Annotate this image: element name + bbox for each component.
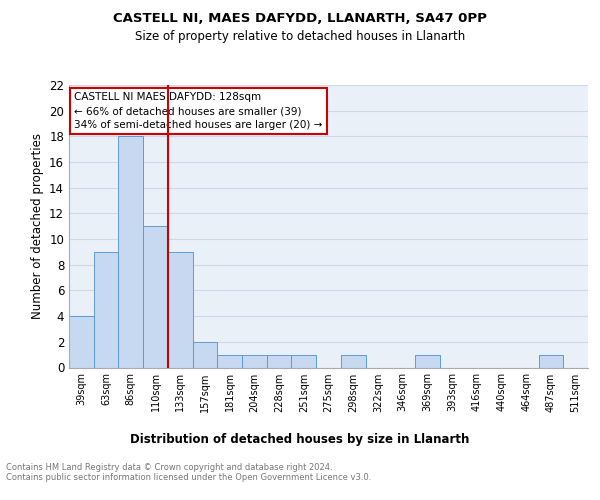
- Bar: [242, 354, 267, 368]
- Bar: [94, 252, 118, 368]
- Bar: [118, 136, 143, 368]
- Y-axis label: Number of detached properties: Number of detached properties: [31, 133, 44, 320]
- Bar: [69, 316, 94, 368]
- Bar: [143, 226, 168, 368]
- Bar: [415, 354, 440, 368]
- Bar: [341, 354, 365, 368]
- Bar: [292, 354, 316, 368]
- Text: CASTELL NI MAES DAFYDD: 128sqm
← 66% of detached houses are smaller (39)
34% of : CASTELL NI MAES DAFYDD: 128sqm ← 66% of …: [74, 92, 323, 130]
- Bar: [168, 252, 193, 368]
- Text: CASTELL NI, MAES DAFYDD, LLANARTH, SA47 0PP: CASTELL NI, MAES DAFYDD, LLANARTH, SA47 …: [113, 12, 487, 26]
- Bar: [217, 354, 242, 368]
- Text: Size of property relative to detached houses in Llanarth: Size of property relative to detached ho…: [135, 30, 465, 43]
- Text: Contains HM Land Registry data © Crown copyright and database right 2024.
Contai: Contains HM Land Registry data © Crown c…: [6, 462, 371, 482]
- Bar: [193, 342, 217, 367]
- Bar: [267, 354, 292, 368]
- Text: Distribution of detached houses by size in Llanarth: Distribution of detached houses by size …: [130, 432, 470, 446]
- Bar: [539, 354, 563, 368]
